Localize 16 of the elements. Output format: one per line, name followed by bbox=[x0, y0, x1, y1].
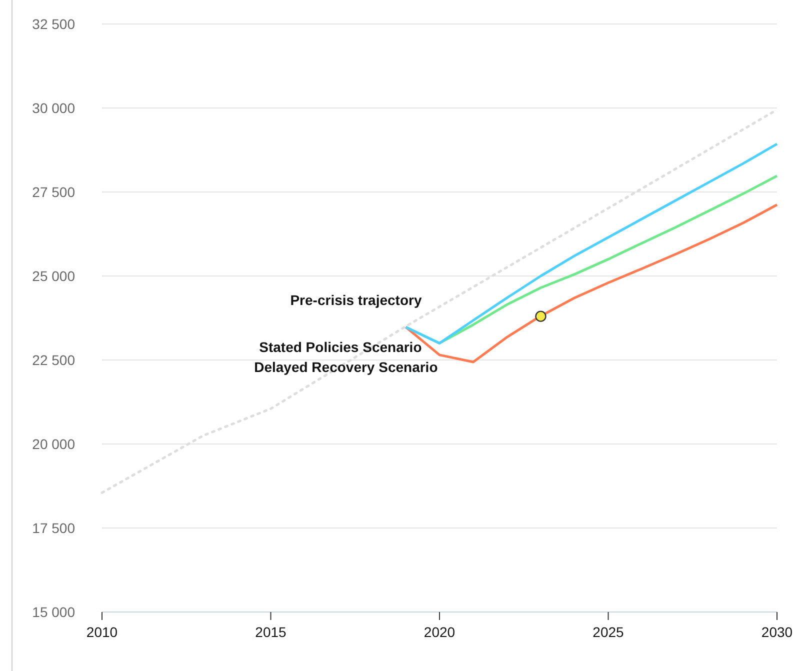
series-label: Pre-crisis trajectory bbox=[290, 292, 422, 308]
y-tick-label: 15 000 bbox=[32, 604, 76, 620]
y-tick-label: 32 500 bbox=[32, 16, 76, 32]
x-tick-label: 2030 bbox=[761, 624, 793, 640]
y-tick-label: 25 000 bbox=[32, 268, 76, 284]
x-tick-label: 2010 bbox=[86, 624, 118, 640]
x-tick-label: 2020 bbox=[424, 624, 456, 640]
series-label: Delayed Recovery Scenario bbox=[254, 359, 438, 376]
y-tick-label: 30 000 bbox=[32, 100, 76, 116]
series-label: Stated Policies Scenario bbox=[259, 339, 422, 356]
y-tick-label: 20 000 bbox=[32, 436, 76, 452]
y-tick-label: 22 500 bbox=[32, 352, 76, 368]
y-tick-label: 27 500 bbox=[32, 184, 76, 200]
y-tick-label: 17 500 bbox=[32, 520, 76, 536]
x-tick-label: 2025 bbox=[592, 624, 624, 640]
x-tick-label: 2015 bbox=[255, 624, 287, 640]
